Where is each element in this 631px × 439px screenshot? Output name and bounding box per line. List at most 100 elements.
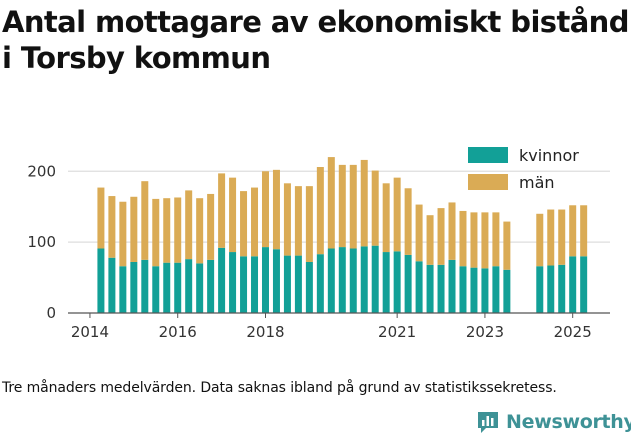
bar-man bbox=[207, 193, 215, 260]
bar-kvinnor bbox=[163, 262, 171, 313]
bar-kvinnor bbox=[272, 249, 280, 313]
bar-kvinnor bbox=[141, 259, 149, 313]
bar-man bbox=[185, 190, 193, 260]
bar-kvinnor bbox=[580, 256, 588, 313]
legend-label: kvinnor bbox=[519, 146, 579, 165]
bar-man bbox=[119, 201, 127, 267]
bar-man bbox=[338, 164, 346, 248]
x-axis-ticks: 2014 2016 2018 2021 2023 2025 bbox=[71, 313, 592, 341]
bar-man bbox=[470, 212, 478, 268]
bar-man bbox=[152, 198, 160, 267]
bar-kvinnor bbox=[251, 256, 259, 313]
bar-man bbox=[196, 198, 204, 264]
bar-man bbox=[240, 191, 248, 257]
stacked-bar-chart: 0 100 200 2014 2016 2018 2021 2023 2025 kvinnor… bbox=[27, 146, 610, 341]
bar-kvinnor bbox=[261, 247, 269, 313]
bar-kvinnor bbox=[229, 252, 237, 313]
chart-title: Antal mottagare av ekonomiskt bistånd i … bbox=[2, 5, 629, 75]
bar-man bbox=[404, 188, 412, 255]
legend-swatch bbox=[468, 174, 508, 190]
y-tick-label: 100 bbox=[27, 233, 56, 251]
bar-man bbox=[415, 204, 423, 262]
legend-swatch bbox=[468, 147, 508, 163]
bar-kvinnor bbox=[547, 265, 555, 313]
bar-kvinnor bbox=[218, 247, 226, 313]
bar-kvinnor bbox=[305, 261, 313, 313]
bar-kvinnor bbox=[459, 266, 467, 313]
bar-man bbox=[536, 213, 544, 267]
bar-kvinnor bbox=[481, 268, 489, 313]
bars bbox=[97, 157, 588, 313]
brand-logo[interactable]: Newsworthy bbox=[476, 407, 631, 437]
x-tick-label: 2025 bbox=[554, 323, 592, 341]
bar-kvinnor bbox=[503, 269, 511, 313]
y-tick-label: 0 bbox=[46, 304, 56, 322]
bar-kvinnor bbox=[393, 251, 401, 313]
bar-kvinnor bbox=[338, 247, 346, 313]
bar-man bbox=[503, 221, 511, 270]
bar-man bbox=[481, 212, 489, 269]
bar-man bbox=[261, 171, 269, 248]
bar-kvinnor bbox=[97, 248, 105, 313]
bar-man bbox=[272, 169, 280, 250]
bar-man bbox=[130, 196, 138, 262]
bar-kvinnor bbox=[185, 259, 193, 313]
bar-chart-logo-icon bbox=[478, 412, 498, 433]
bar-man bbox=[580, 205, 588, 257]
bar-kvinnor bbox=[569, 256, 577, 313]
bar-man bbox=[459, 210, 467, 267]
bar-man bbox=[251, 187, 259, 257]
bar-man bbox=[393, 177, 401, 252]
y-axis-ticks: 0 100 200 bbox=[27, 162, 56, 322]
bar-man bbox=[305, 186, 313, 262]
bar-man bbox=[316, 167, 324, 255]
bar-kvinnor bbox=[349, 248, 357, 313]
bar-man bbox=[327, 157, 335, 249]
bar-kvinnor bbox=[316, 254, 324, 313]
bar-man bbox=[97, 187, 105, 249]
y-tick-label: 200 bbox=[27, 162, 56, 180]
bar-kvinnor bbox=[207, 259, 215, 313]
bar-kvinnor bbox=[558, 264, 566, 313]
bar-kvinnor bbox=[536, 266, 544, 313]
bar-man bbox=[163, 198, 171, 263]
bar-man bbox=[492, 212, 500, 267]
brand-name: Newsworthy bbox=[506, 411, 631, 433]
bar-kvinnor bbox=[108, 257, 116, 313]
bar-kvinnor bbox=[240, 256, 248, 313]
bar-man bbox=[218, 173, 226, 248]
bar-man bbox=[349, 164, 357, 249]
bar-man bbox=[371, 170, 379, 246]
bar-kvinnor bbox=[404, 254, 412, 313]
bar-man bbox=[569, 205, 577, 257]
bar-kvinnor bbox=[174, 262, 182, 313]
bar-man bbox=[448, 202, 456, 260]
footnote: Tre månaders medelvärden. Data saknas ib… bbox=[2, 380, 557, 396]
bar-kvinnor bbox=[382, 252, 390, 313]
x-tick-label: 2021 bbox=[378, 323, 416, 341]
bar-kvinnor bbox=[437, 264, 445, 313]
bar-man bbox=[360, 159, 368, 247]
bar-kvinnor bbox=[360, 246, 368, 313]
bar-kvinnor bbox=[152, 266, 160, 313]
bar-kvinnor bbox=[327, 248, 335, 313]
x-tick-label: 2014 bbox=[71, 323, 109, 341]
bar-man bbox=[174, 197, 182, 263]
bar-kvinnor bbox=[119, 266, 127, 313]
bar-man bbox=[108, 196, 116, 258]
bar-kvinnor bbox=[371, 245, 379, 313]
bar-man bbox=[229, 177, 237, 253]
bar-kvinnor bbox=[426, 264, 434, 313]
bar-man bbox=[437, 208, 445, 265]
legend-label: män bbox=[519, 173, 555, 192]
bar-kvinnor bbox=[196, 263, 204, 313]
bar-man bbox=[141, 181, 149, 260]
bar-kvinnor bbox=[448, 259, 456, 313]
bar-kvinnor bbox=[470, 267, 478, 313]
bar-man bbox=[426, 215, 434, 265]
bar-man bbox=[294, 186, 302, 256]
bar-kvinnor bbox=[492, 266, 500, 313]
bar-kvinnor bbox=[294, 255, 302, 313]
bar-man bbox=[558, 209, 566, 265]
x-tick-label: 2016 bbox=[159, 323, 197, 341]
